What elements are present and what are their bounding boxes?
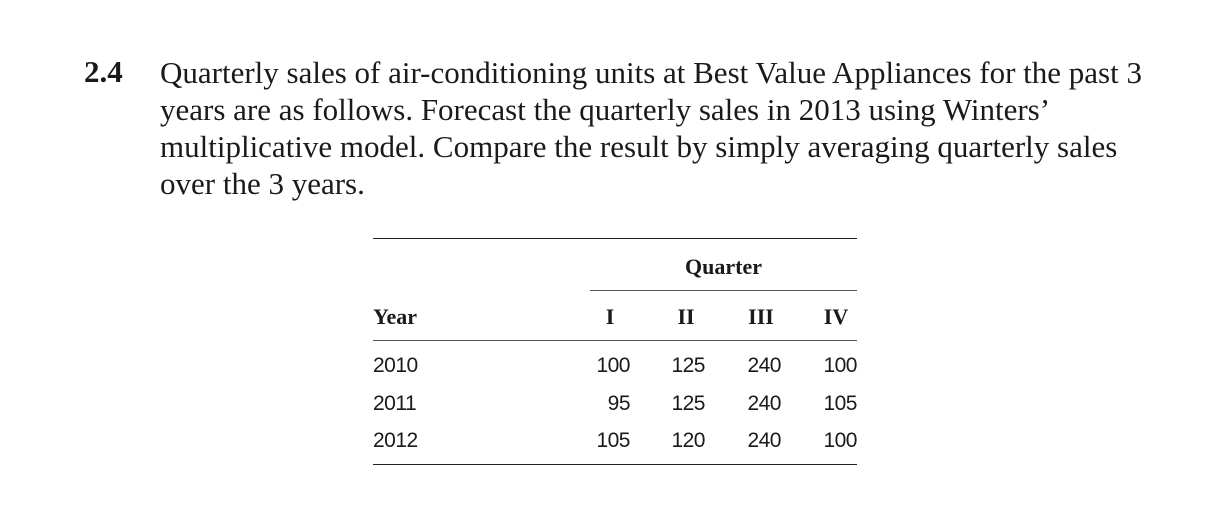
cell-value: 100: [823, 354, 857, 377]
column-header: II: [677, 304, 695, 329]
cell-value: 95: [607, 391, 631, 415]
cell-value: 100: [823, 429, 857, 452]
column-header: Year: [373, 304, 417, 329]
rule: [373, 464, 857, 465]
row-label: 2012: [373, 429, 418, 452]
rule: [373, 340, 857, 341]
cell-value: 100: [596, 354, 630, 377]
column-header: III: [748, 304, 774, 329]
rule: [373, 238, 857, 239]
rule: [590, 290, 857, 291]
column-header: I: [605, 304, 615, 329]
row-label: 2010: [373, 354, 418, 377]
problem-text: Quarterly sales of air-conditioning unit…: [160, 55, 1142, 201]
cell-value: 240: [747, 354, 781, 377]
column-header: IV: [823, 304, 849, 329]
row-label: 2011: [373, 391, 417, 415]
cell-value: 125: [671, 354, 705, 377]
cell-value: 120: [671, 429, 705, 452]
cell-value: 105: [823, 391, 857, 415]
problem-number: 2.4: [84, 54, 123, 89]
cell-value: 240: [747, 429, 781, 452]
cell-value: 105: [596, 429, 630, 452]
group-header: Quarter: [685, 254, 762, 279]
cell-value: 125: [671, 391, 705, 415]
cell-value: 240: [747, 391, 781, 415]
